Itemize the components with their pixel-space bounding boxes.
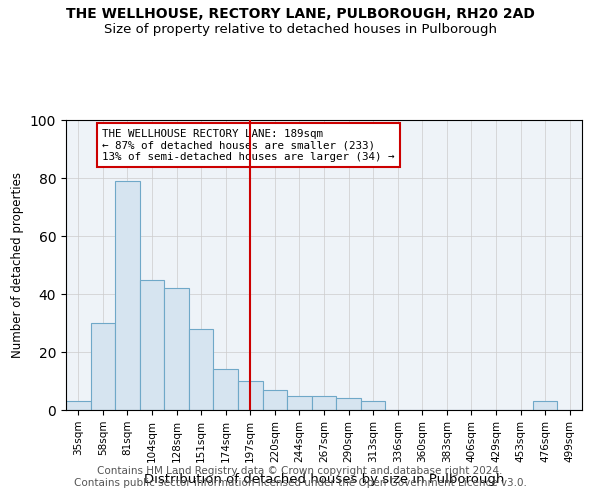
Bar — [189, 329, 214, 410]
X-axis label: Distribution of detached houses by size in Pulborough: Distribution of detached houses by size … — [144, 473, 504, 486]
Bar — [164, 288, 189, 410]
Bar — [91, 323, 115, 410]
Text: Contains HM Land Registry data © Crown copyright and database right 2024.
Contai: Contains HM Land Registry data © Crown c… — [74, 466, 526, 487]
Text: THE WELLHOUSE RECTORY LANE: 189sqm
← 87% of detached houses are smaller (233)
13: THE WELLHOUSE RECTORY LANE: 189sqm ← 87%… — [102, 128, 395, 162]
Bar — [287, 396, 312, 410]
Bar — [140, 280, 164, 410]
Bar — [214, 370, 238, 410]
Text: THE WELLHOUSE, RECTORY LANE, PULBOROUGH, RH20 2AD: THE WELLHOUSE, RECTORY LANE, PULBOROUGH,… — [65, 8, 535, 22]
Bar — [361, 402, 385, 410]
Text: Size of property relative to detached houses in Pulborough: Size of property relative to detached ho… — [104, 22, 497, 36]
Bar — [533, 402, 557, 410]
Bar — [336, 398, 361, 410]
Y-axis label: Number of detached properties: Number of detached properties — [11, 172, 25, 358]
Bar — [66, 402, 91, 410]
Bar — [115, 181, 140, 410]
Bar — [263, 390, 287, 410]
Bar — [312, 396, 336, 410]
Bar — [238, 381, 263, 410]
